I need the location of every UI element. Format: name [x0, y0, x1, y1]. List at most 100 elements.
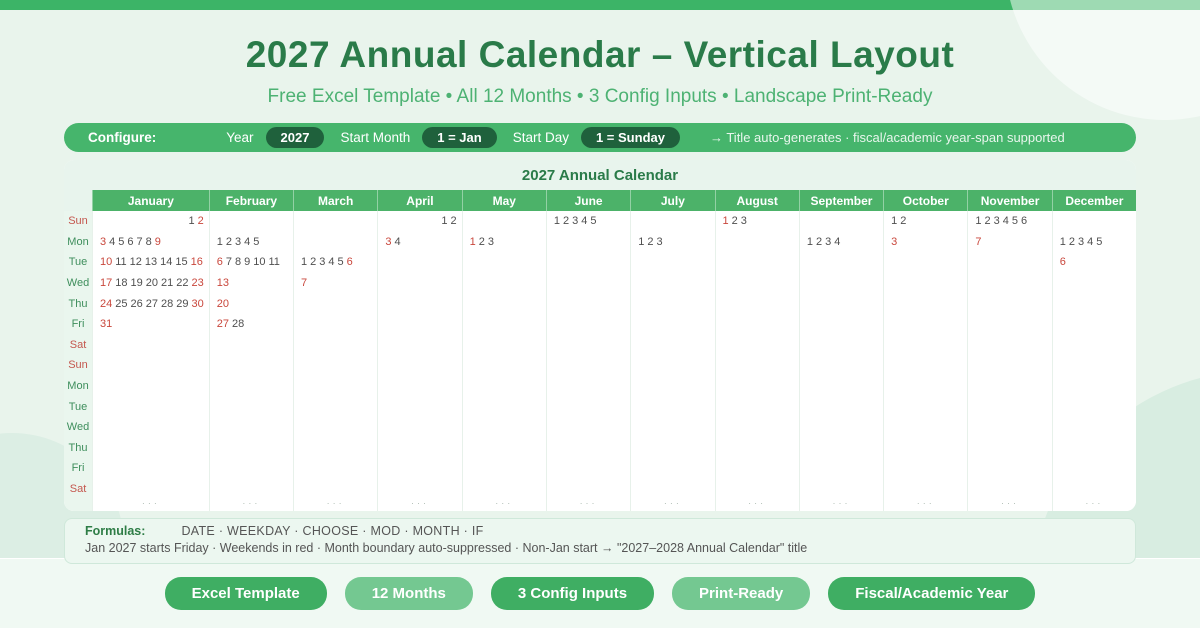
day-number: 25 [115, 297, 128, 310]
day-number: 10 [253, 256, 266, 269]
calendar-cell [883, 458, 967, 479]
calendar-cell [377, 293, 461, 314]
calendar-cell [208, 334, 293, 356]
day-number: 20 [145, 277, 158, 290]
calendar-cell [714, 375, 799, 397]
day-number: 6 [1059, 256, 1066, 269]
day-number: 1 [469, 235, 476, 248]
day-number: 17 [100, 277, 113, 290]
calendar-cell [377, 334, 461, 356]
calendar-cell [461, 293, 546, 314]
day-number: 7 [301, 277, 308, 290]
month-header-december: December [1051, 190, 1136, 211]
ellipsis-cell: ··· [714, 499, 799, 512]
day-number: 28 [161, 297, 174, 310]
day-row-label: Tue [64, 252, 92, 273]
day-row-label: Sat [64, 334, 92, 356]
day-number: 2 [478, 235, 485, 248]
calendar-cell [208, 355, 293, 376]
ellipsis-cell: ··· [208, 499, 293, 512]
calendar-cell [967, 375, 1051, 397]
day-number: 19 [130, 277, 143, 290]
ellipsis-cell: ··· [92, 499, 209, 512]
calendar-cell [377, 437, 461, 459]
calendar-cell: 13 [208, 272, 293, 294]
calendar-cell [883, 355, 967, 376]
calendar-cell [883, 375, 967, 397]
calendar-cell [92, 416, 209, 438]
calendar-cell [208, 416, 293, 438]
calendar-cell [92, 458, 209, 479]
calendar-card: 2027 Annual Calendar January February Marc… [64, 160, 1136, 512]
config-item-label: Start Day [512, 130, 569, 145]
config-value-pill[interactable]: 1 = Sunday [580, 127, 680, 148]
calendar-cell: 7 [293, 272, 377, 294]
config-value-pill[interactable]: 2027 [265, 127, 325, 148]
calendar-cell [714, 231, 799, 253]
calendar-cell: 31 [92, 313, 209, 335]
ellipsis-cell: ··· [461, 499, 546, 512]
day-number: 1 [216, 235, 223, 248]
calendar-cell [1051, 211, 1136, 232]
calendar-cell [798, 252, 883, 273]
feature-button-excel-template[interactable]: Excel Template [164, 577, 327, 610]
grid-corner [64, 190, 92, 211]
feature-button-12-months[interactable]: 12 Months [344, 577, 473, 610]
calendar-cell [798, 334, 883, 356]
calendar-cell [798, 355, 883, 376]
day-number: 1 [891, 215, 898, 228]
day-number: 3 [656, 235, 663, 248]
day-number: 21 [161, 277, 174, 290]
calendar-cell [293, 478, 377, 500]
day-number: 3 [487, 235, 494, 248]
calendar-cell [377, 396, 461, 417]
month-header-june: June [545, 190, 631, 211]
calendar-cell [377, 355, 461, 376]
ellipsis-cell: ··· [293, 499, 377, 512]
day-row-label: Fri [64, 313, 92, 335]
calendar-cell [208, 478, 293, 500]
feature-button-fiscal-academic-year[interactable]: Fiscal/Academic Year [828, 577, 1036, 610]
calendar-cell [967, 416, 1051, 438]
month-header-february: February [208, 190, 294, 211]
calendar-cell [630, 293, 714, 314]
month-header-april: April [377, 190, 462, 211]
month-header-august: August [714, 190, 799, 211]
day-number: 11 [115, 256, 127, 269]
configure-items: Year 2027 Start Month 1 = Jan Start Day 1 = S… [226, 127, 696, 148]
calendar-cell [630, 396, 714, 417]
day-number: 29 [176, 297, 189, 310]
config-value-pill[interactable]: 1 = Jan [422, 127, 497, 148]
calendar-cell [545, 231, 630, 253]
ellipsis-cell: ··· [883, 499, 967, 512]
feature-button-3-config-inputs[interactable]: 3 Config Inputs [490, 577, 655, 610]
month-header-september: September [798, 190, 884, 211]
day-number: 2 [731, 215, 738, 228]
calendar-cell [92, 478, 209, 500]
calendar-cell [1051, 313, 1136, 335]
calendar-cell [461, 478, 546, 500]
day-number: 1 [638, 235, 645, 248]
day-number: 30 [191, 297, 204, 310]
feature-button-print-ready[interactable]: Print-Ready [672, 577, 811, 610]
calendar-cell [293, 458, 377, 479]
calendar-cell [630, 334, 714, 356]
calendar-cell [293, 416, 377, 438]
day-number: 9 [154, 235, 161, 248]
day-number: 4 [1087, 235, 1094, 248]
calendar-cell [545, 375, 630, 397]
calendar-cell [883, 334, 967, 356]
calendar-cell [1051, 272, 1136, 294]
day-number: 5 [118, 235, 125, 248]
configure-bar: Configure: Year 2027 Start Month 1 = Jan Sta… [64, 123, 1136, 152]
day-number: 31 [100, 318, 113, 331]
calendar-cell: 24 25 26 27 28 29 30 [92, 293, 209, 314]
calendar-cell [461, 334, 546, 356]
day-row-label: Tue [64, 396, 92, 417]
day-number: 4 [244, 235, 251, 248]
calendar-cell [798, 272, 883, 294]
calendar-cell [967, 355, 1051, 376]
calendar-cell [798, 293, 883, 314]
